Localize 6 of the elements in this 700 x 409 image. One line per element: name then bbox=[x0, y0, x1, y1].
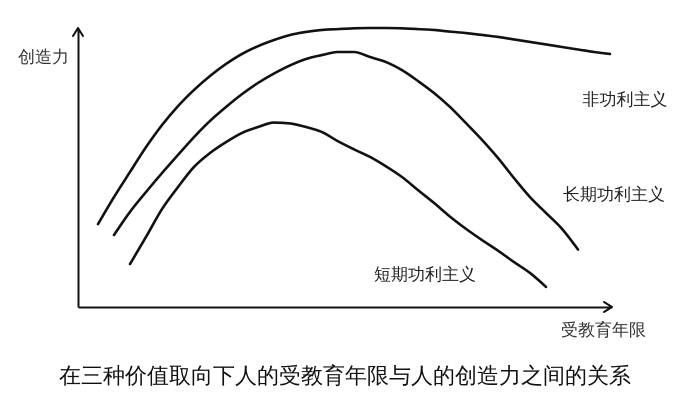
series-label: 长期功利主义 bbox=[563, 185, 665, 205]
x-axis-title: 受教育年限 bbox=[561, 320, 646, 340]
text: 非功利主义 bbox=[582, 90, 668, 110]
series-label: 短期功利主义 bbox=[374, 265, 476, 285]
y-axis-title: 创造力 bbox=[18, 48, 69, 68]
text: 在三种价值取向下人的受教育年限与人的创造力之间的关系 bbox=[59, 363, 631, 389]
